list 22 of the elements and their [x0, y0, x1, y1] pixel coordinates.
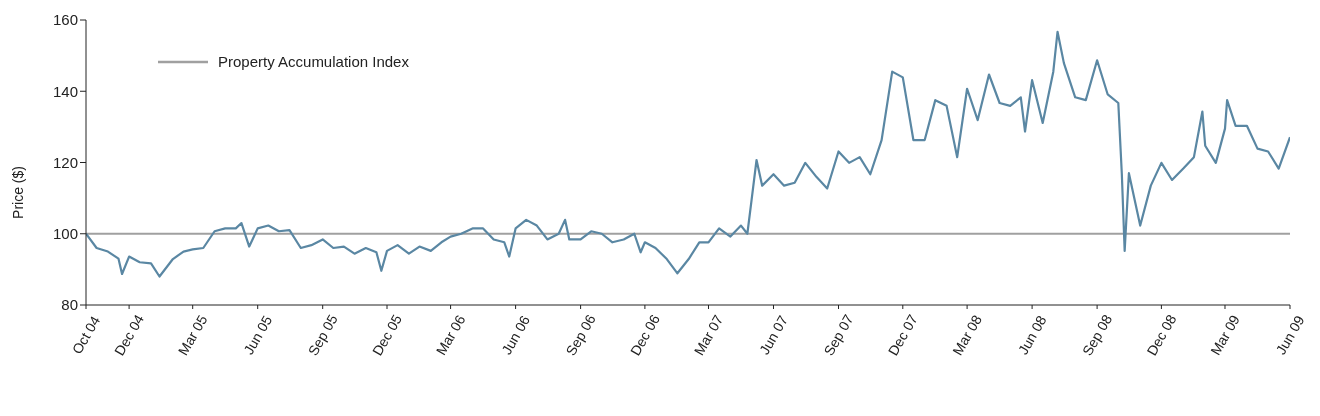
- x-tick-label: Jun 07: [756, 312, 792, 358]
- x-tick-label: Jun 08: [1014, 312, 1050, 358]
- y-tick-label: 100: [52, 225, 78, 243]
- line-series: [86, 30, 1290, 278]
- y-tick-label: 160: [52, 11, 78, 29]
- x-tick-label: Dec 04: [111, 311, 148, 359]
- legend-label: Property Accumulation Index: [218, 53, 409, 70]
- x-tick-label: Dec 05: [368, 311, 406, 359]
- x-tick-label: Mar 09: [1207, 311, 1243, 358]
- y-axis-title: Price ($): [9, 166, 26, 219]
- x-tick-label: Sep 06: [562, 311, 599, 359]
- y-tick-label: 140: [52, 82, 78, 100]
- x-tick-label: Sep 08: [1079, 311, 1116, 359]
- x-tick-label: Sep 07: [820, 311, 857, 359]
- y-tick-label: 80: [61, 296, 78, 314]
- x-tick-label: Sep 05: [304, 311, 341, 359]
- x-tick-label: Jun 09: [1272, 312, 1308, 358]
- x-tick-label: Oct 04: [68, 312, 104, 357]
- y-tick-label: 120: [52, 153, 78, 171]
- x-tick-label: Mar 06: [432, 311, 469, 358]
- x-tick-label: Jun 05: [240, 312, 276, 358]
- x-tick-label: Jun 06: [498, 312, 534, 358]
